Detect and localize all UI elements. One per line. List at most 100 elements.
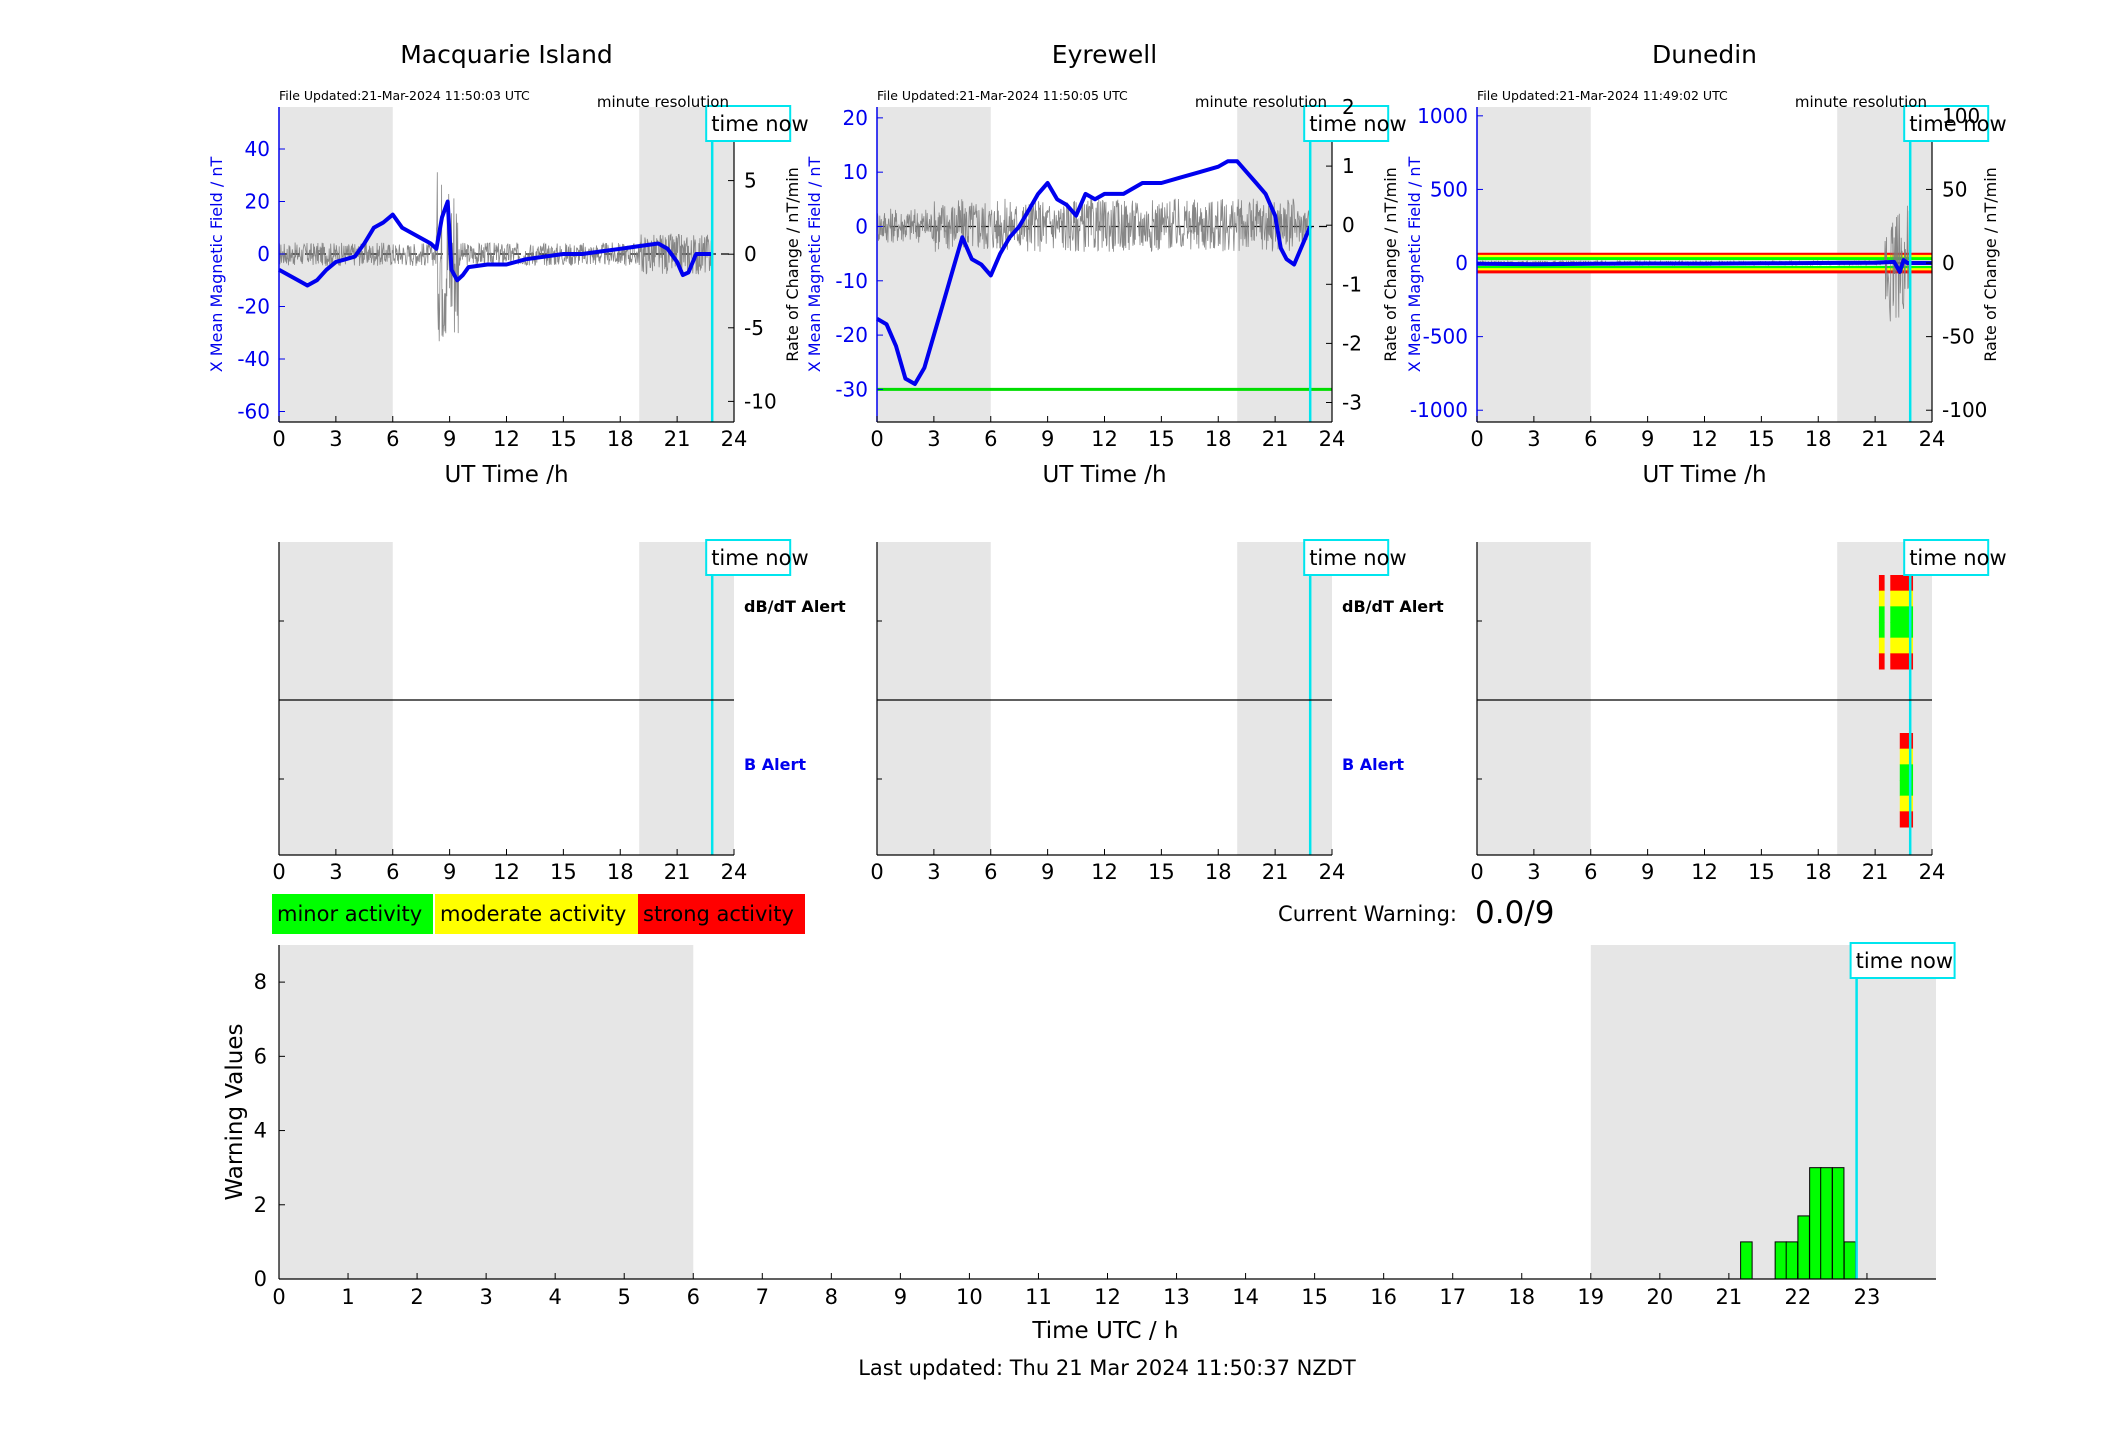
- left-tick-label: 0: [1455, 251, 1468, 275]
- bottom-x-tick-label: 13: [1163, 1285, 1190, 1309]
- x-tick-label: 0: [272, 427, 285, 451]
- x-tick-label: 12: [493, 427, 520, 451]
- bottom-y-tick-label: 6: [254, 1044, 267, 1068]
- left-tick-label: 500: [1430, 177, 1468, 201]
- alert-segment: [1890, 590, 1914, 607]
- alert-x-tick-label: 9: [1641, 860, 1654, 884]
- bottom-x-axis-label: Time UTC / h: [1031, 1318, 1178, 1344]
- bottom-x-tick-label: 19: [1577, 1285, 1604, 1309]
- alert-x-tick-label: 3: [1527, 860, 1540, 884]
- bottom-y-tick-label: 8: [254, 970, 267, 994]
- bottom-y-tick-label: 0: [254, 1267, 267, 1291]
- right-tick-label: -100: [1942, 398, 1987, 422]
- alert-x-tick-label: 24: [1319, 860, 1346, 884]
- right-tick-label: 50: [1942, 177, 1967, 201]
- x-tick-label: 0: [870, 427, 883, 451]
- x-tick-label: 21: [664, 427, 691, 451]
- left-tick-label: 40: [245, 137, 270, 161]
- alert-x-tick-label: 3: [927, 860, 940, 884]
- night-shading-alert: [639, 542, 734, 855]
- bottom-x-tick-label: 8: [825, 1285, 838, 1309]
- bottom-x-tick-label: 22: [1785, 1285, 1812, 1309]
- right-tick-label: 5: [744, 169, 757, 193]
- bottom-x-tick-label: 12: [1094, 1285, 1121, 1309]
- time-now-box-alert-label: time now: [1909, 546, 2006, 570]
- left-tick-label: -20: [237, 295, 270, 319]
- night-shading: [639, 107, 734, 422]
- alert-x-tick-label: 6: [386, 860, 399, 884]
- right-tick-label: -3: [1342, 390, 1362, 414]
- time-now-box: [1903, 105, 1990, 142]
- right-tick-label: -5: [744, 316, 764, 340]
- x-tick-label: 3: [1527, 427, 1540, 451]
- bottom-x-tick-label: 11: [1025, 1285, 1052, 1309]
- bottom-x-tick-label: 17: [1439, 1285, 1466, 1309]
- current-warning-label: Current Warning:: [1278, 902, 1457, 926]
- resolution-label: minute resolution: [597, 93, 729, 111]
- alert-x-tick-label: 21: [1862, 860, 1889, 884]
- mean-field-line: [1476, 258, 1932, 274]
- time-now-box-alert-label: time now: [711, 546, 808, 570]
- alert-segment: [1878, 575, 1885, 592]
- right-y-axis-label: Rate of Change / nT/min: [1381, 167, 1400, 362]
- night-shading-alert: [1477, 542, 1591, 855]
- warning-bar: [1820, 1167, 1833, 1280]
- alert-x-tick-label: 24: [1919, 860, 1946, 884]
- x-tick-label: 9: [443, 427, 456, 451]
- x-tick-label: 6: [1584, 427, 1597, 451]
- legend-swatch: [435, 894, 638, 934]
- alert-segment: [1878, 653, 1885, 670]
- x-tick-label: 6: [984, 427, 997, 451]
- right-tick-label: 2: [1342, 95, 1355, 119]
- alert-x-tick-label: 18: [1805, 860, 1832, 884]
- bottom-y-tick-label: 4: [254, 1119, 267, 1143]
- bottom-x-tick-label: 18: [1508, 1285, 1535, 1309]
- bottom-x-tick-label: 23: [1854, 1285, 1881, 1309]
- alert-segment: [1890, 653, 1914, 670]
- time-now-box: [1303, 105, 1390, 142]
- station-title: Dunedin: [1652, 40, 1757, 69]
- bottom-x-tick-label: 5: [618, 1285, 631, 1309]
- night-shading-alert: [279, 542, 393, 855]
- bottom-x-tick-label: 2: [410, 1285, 423, 1309]
- station-title: Eyrewell: [1052, 40, 1157, 69]
- night-shading: [1237, 107, 1332, 422]
- right-tick-label: 1: [1342, 154, 1355, 178]
- left-tick-label: -20: [835, 323, 868, 347]
- alert-x-tick-label: 18: [1205, 860, 1232, 884]
- x-axis-label: UT Time /h: [1042, 462, 1166, 488]
- alert-segment: [1878, 622, 1885, 639]
- bottom-x-tick-label: 7: [756, 1285, 769, 1309]
- bottom-x-tick-label: 16: [1370, 1285, 1397, 1309]
- bottom-night-shading: [279, 945, 694, 1279]
- alert-x-tick-label: 15: [1748, 860, 1775, 884]
- left-y-axis-label: X Mean Magnetic Field / nT: [1405, 157, 1424, 373]
- x-tick-label: 15: [1748, 427, 1775, 451]
- alert-segment: [1890, 637, 1914, 654]
- alert-x-tick-label: 6: [984, 860, 997, 884]
- x-tick-label: 24: [1919, 427, 1946, 451]
- legend-label: minor activity: [277, 902, 422, 926]
- alert-x-tick-label: 9: [443, 860, 456, 884]
- alert-x-tick-label: 0: [1470, 860, 1483, 884]
- right-tick-label: 0: [1342, 213, 1355, 237]
- alert-x-tick-label: 21: [664, 860, 691, 884]
- alert-segment: [1878, 590, 1885, 607]
- x-tick-label: 0: [1470, 427, 1483, 451]
- x-tick-label: 12: [1091, 427, 1118, 451]
- x-tick-label: 6: [386, 427, 399, 451]
- right-tick-label: 0: [744, 242, 757, 266]
- alert-segment: [1890, 622, 1914, 639]
- x-tick-label: 21: [1862, 427, 1889, 451]
- right-tick-label: 100: [1942, 104, 1980, 128]
- alert-x-tick-label: 0: [272, 860, 285, 884]
- bottom-x-tick-label: 15: [1301, 1285, 1328, 1309]
- shading-layer: [272, 107, 1936, 1279]
- alert-x-tick-label: 0: [870, 860, 883, 884]
- right-tick-label: 0: [1942, 251, 1955, 275]
- x-tick-label: 9: [1641, 427, 1654, 451]
- left-tick-label: -60: [237, 400, 270, 424]
- b-alert-label: B Alert: [1342, 755, 1404, 774]
- legend-swatch: [272, 894, 433, 934]
